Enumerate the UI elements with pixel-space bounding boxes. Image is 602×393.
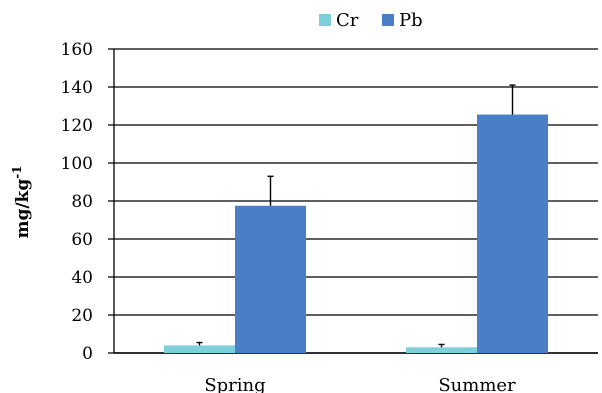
legend-label-cr: Cr [336, 10, 359, 31]
legend-swatch-cr [319, 14, 331, 26]
y-axis-label: mg/kg-1 [10, 165, 33, 238]
y-tick-label: 160 [61, 40, 93, 60]
legend-label-pb: Pb [399, 10, 423, 31]
y-tick-label: 0 [82, 344, 93, 364]
y-axis-label-base: mg/kg [13, 179, 33, 239]
y-tick-label: 60 [71, 230, 93, 250]
x-category-label: Summer [438, 375, 516, 393]
y-tick-label: 40 [71, 268, 93, 288]
error-bars [196, 84, 516, 348]
y-tick-label: 100 [61, 154, 93, 174]
y-axis-ticks: 0 20 40 60 80 100 120 140 160 [61, 40, 93, 364]
bar-cr-summer [406, 347, 477, 353]
y-tick-label: 80 [71, 192, 93, 212]
bar-pb-spring [235, 205, 306, 353]
bar-pb-summer [477, 114, 548, 353]
y-tick-label: 120 [61, 116, 93, 136]
bar-cr-spring [164, 345, 235, 353]
bars [164, 114, 548, 353]
x-category-label: Spring [204, 375, 265, 393]
legend-swatch-pb [382, 14, 394, 26]
y-tick-label: 140 [61, 78, 93, 98]
y-axis-label-sup: -1 [10, 165, 24, 178]
y-tick-label: 20 [71, 306, 93, 326]
legend: Cr Pb [319, 10, 423, 31]
category-labels: Spring Summer [204, 375, 516, 393]
